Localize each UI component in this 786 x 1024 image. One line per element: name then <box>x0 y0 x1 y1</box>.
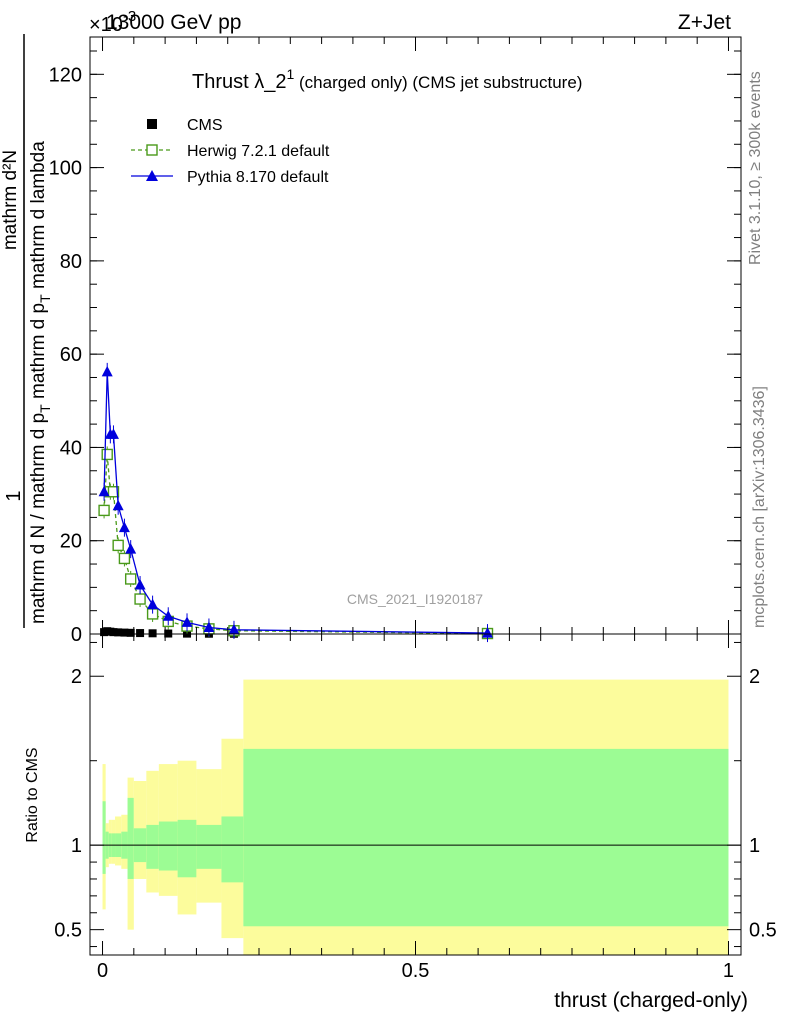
pythia-data-point <box>203 621 215 632</box>
legend: CMS Herwig 7.2.1 default Pythia 8.170 de… <box>131 117 330 186</box>
chart-title-suffix: (charged only) (CMS jet substructure) <box>294 73 582 92</box>
herwig-data-point <box>118 552 131 565</box>
cms-data-point <box>114 628 123 637</box>
legend-pythia-marker <box>146 170 158 181</box>
main-y-tick-label: 80 <box>60 251 82 273</box>
main-y-axis-label: 1 mathrm d²N mathrm d N / mathrm d pT ma… <box>0 34 53 628</box>
pythia-data-point <box>147 598 159 610</box>
energy-label: 13000 GeV pp <box>106 11 241 34</box>
pythia-data-point <box>481 627 493 638</box>
pythia-data-point <box>228 623 240 635</box>
chart-title: Thrust λ_21 (charged only) (CMS jet subs… <box>192 66 582 93</box>
main-x-ticks <box>102 37 729 634</box>
mcplots-label: mcplots.cern.ch [arXiv:1306.3436] <box>751 386 768 628</box>
main-y-tick-label: 120 <box>49 64 82 86</box>
ratio-stat-band <box>177 819 197 878</box>
ratio-y-tick-label-right: 1 <box>749 835 760 857</box>
ratio-y-ticks: 0.5 0.5 1 1 2 2 <box>54 641 777 948</box>
herwig-data-point <box>124 573 137 585</box>
main-y-tick-label: 60 <box>60 344 82 366</box>
main-data-layer <box>98 362 494 643</box>
x-tick-label: 1 <box>723 960 734 982</box>
pythia-data-point <box>107 428 119 439</box>
ratio-stat-band <box>196 824 222 869</box>
pythia-data-point <box>98 485 110 497</box>
ratio-stat-band <box>127 797 134 879</box>
chart-title-sup: 1 <box>286 66 294 82</box>
pythia-data-point <box>162 610 174 621</box>
main-y-tick-label: 40 <box>60 437 82 459</box>
legend-herwig-marker <box>146 144 158 156</box>
x-tick-label: 0.5 <box>402 960 430 982</box>
ylabel-den-rest: mathrm d p <box>28 303 49 404</box>
ylabel-den-sub2: T <box>37 294 53 303</box>
rivet-label: Rivet 3.1.10, ≥ 300k events <box>747 71 764 265</box>
ratio-stat-band <box>146 824 159 869</box>
legend-pythia-label: Pythia 8.170 default <box>187 169 329 186</box>
exponent-base: ×10 <box>89 14 123 36</box>
herwig-data-point <box>134 593 146 605</box>
ratio-y-axis-label: Ratio to CMS <box>24 747 41 842</box>
chart-title-main: Thrust λ_2 <box>192 71 286 93</box>
pythia-data-point <box>118 521 130 533</box>
ratio-y-tick-label: 1 <box>71 835 82 857</box>
legend-cms-label: CMS <box>187 117 223 134</box>
ylabel-denominator: mathrm d N / mathrm d pT mathrm d pT mat… <box>28 141 53 624</box>
legend-herwig-label: Herwig 7.2.1 default <box>187 143 330 160</box>
cms-data-point <box>109 628 118 637</box>
ratio-y-tick-label-right: 2 <box>749 666 760 688</box>
cms-data-point <box>126 628 135 637</box>
ratio-stat-band <box>102 801 106 874</box>
ylabel-den-sub: T <box>37 404 53 413</box>
ratio-bands <box>102 679 729 955</box>
cms-data-point <box>136 629 145 638</box>
pythia-data-point <box>112 499 124 511</box>
ratio-y-tick-label-right: 0.5 <box>749 920 777 942</box>
pythia-data-point <box>125 543 137 554</box>
process-label: Z+Jet <box>678 11 731 34</box>
ylabel-one: 1 <box>3 490 25 501</box>
ylabel-den-end: mathrm d lambda <box>28 141 49 295</box>
x-axis-label: thrust (charged-only) <box>554 989 748 1012</box>
ratio-x-ticks: 0 0.5 1 <box>97 634 734 982</box>
ylabel-numerator: mathrm d²N <box>0 150 21 250</box>
ratio-stat-band <box>158 821 178 871</box>
ratio-stat-band <box>221 816 244 883</box>
ratio-y-tick-label: 2 <box>71 666 82 688</box>
herwig-data-point <box>112 539 124 552</box>
main-y-tick-label: 0 <box>71 624 82 646</box>
exponent-label: ×10-3 <box>89 8 136 36</box>
ratio-y-tick-label: 0.5 <box>54 920 82 942</box>
ratio-plot-panel: 0.5 0.51 12 2 0 0.5 1 Ratio to CMS thrust (ch… <box>24 633 777 1012</box>
main-y-tick-label: 100 <box>49 158 82 180</box>
legend-cms-marker <box>147 119 157 129</box>
main-y-tick-label: 20 <box>60 531 82 553</box>
watermark: CMS_2021_I1920187 <box>347 591 483 607</box>
cms-data-point <box>148 629 157 638</box>
cms-data-point <box>120 628 129 637</box>
pythia-data-point <box>101 365 113 377</box>
herwig-data-point <box>98 504 110 517</box>
ratio-stat-band <box>243 748 729 927</box>
herwig-data-point <box>101 448 113 461</box>
pythia-data-point <box>181 616 193 627</box>
main-y-ticks: 0 20 40 60 80 100 120 <box>49 50 741 646</box>
herwig-data-point <box>107 486 120 498</box>
pythia-data-point <box>134 579 146 590</box>
exponent-sup: -3 <box>123 8 136 25</box>
ylabel-den-main: mathrm d N / mathrm d p <box>28 413 49 624</box>
x-tick-label: 0 <box>97 960 108 982</box>
